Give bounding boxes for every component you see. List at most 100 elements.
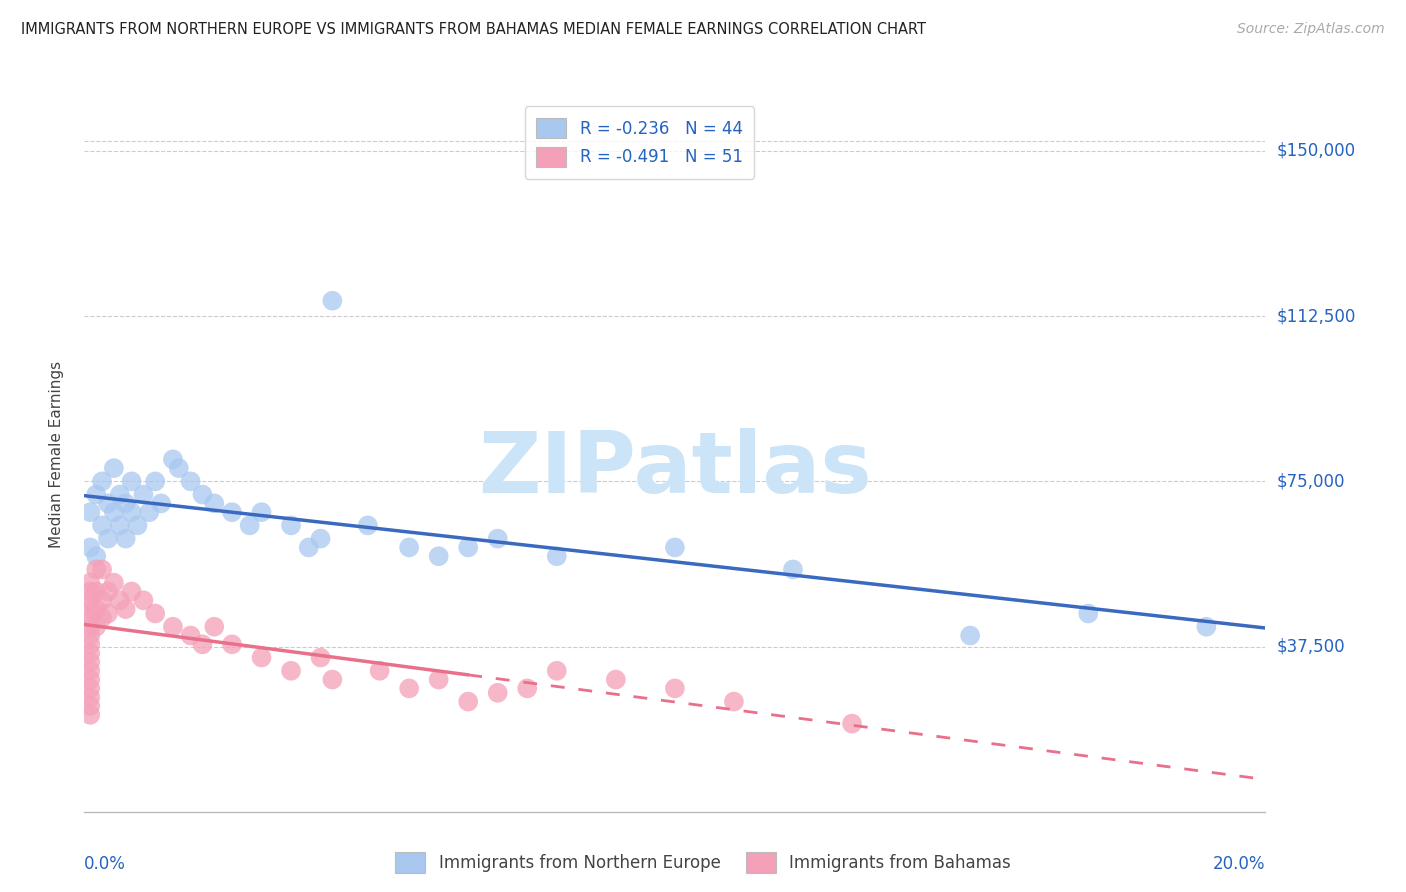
Text: Source: ZipAtlas.com: Source: ZipAtlas.com	[1237, 22, 1385, 37]
Point	[180, 475, 202, 489]
Point	[546, 664, 568, 678]
Point	[79, 681, 101, 696]
Point	[280, 518, 302, 533]
Point	[162, 452, 184, 467]
Point	[84, 562, 107, 576]
Point	[427, 673, 450, 687]
Point	[97, 532, 120, 546]
Point	[664, 541, 686, 555]
Point	[79, 664, 101, 678]
Point	[180, 628, 202, 642]
Point	[79, 628, 101, 642]
Point	[191, 487, 214, 501]
Point	[91, 562, 114, 576]
Point	[191, 637, 214, 651]
Point	[79, 690, 101, 705]
Point	[108, 518, 131, 533]
Point	[84, 620, 107, 634]
Point	[121, 584, 143, 599]
Point	[516, 681, 538, 696]
Point	[841, 716, 863, 731]
Point	[103, 461, 125, 475]
Point	[143, 475, 166, 489]
Text: $37,500: $37,500	[1277, 638, 1346, 656]
Point	[457, 695, 479, 709]
Point	[546, 549, 568, 564]
Point	[79, 707, 101, 722]
Point	[959, 628, 981, 642]
Point	[132, 593, 155, 607]
Legend: Immigrants from Northern Europe, Immigrants from Bahamas: Immigrants from Northern Europe, Immigra…	[388, 846, 1018, 880]
Point	[91, 475, 114, 489]
Point	[280, 664, 302, 678]
Point	[202, 620, 225, 634]
Point	[108, 487, 131, 501]
Point	[321, 293, 343, 308]
Point	[79, 637, 101, 651]
Point	[97, 496, 120, 510]
Text: $150,000: $150,000	[1277, 142, 1355, 160]
Point	[309, 532, 332, 546]
Point	[121, 505, 143, 519]
Point	[79, 655, 101, 669]
Text: 20.0%: 20.0%	[1213, 855, 1265, 872]
Point	[91, 593, 114, 607]
Point	[298, 541, 321, 555]
Point	[398, 541, 420, 555]
Point	[79, 646, 101, 660]
Point	[143, 607, 166, 621]
Point	[368, 664, 391, 678]
Point	[114, 602, 136, 616]
Point	[398, 681, 420, 696]
Point	[457, 541, 479, 555]
Point	[250, 650, 273, 665]
Point	[79, 575, 101, 590]
Point	[664, 681, 686, 696]
Point	[321, 673, 343, 687]
Point	[121, 475, 143, 489]
Legend: R = -0.236   N = 44, R = -0.491   N = 51: R = -0.236 N = 44, R = -0.491 N = 51	[524, 106, 754, 178]
Point	[84, 602, 107, 616]
Point	[97, 607, 120, 621]
Point	[221, 637, 243, 651]
Point	[79, 602, 101, 616]
Point	[250, 505, 273, 519]
Point	[486, 532, 509, 546]
Point	[79, 584, 101, 599]
Point	[91, 518, 114, 533]
Point	[150, 496, 173, 510]
Point	[103, 575, 125, 590]
Text: IMMIGRANTS FROM NORTHERN EUROPE VS IMMIGRANTS FROM BAHAMAS MEDIAN FEMALE EARNING: IMMIGRANTS FROM NORTHERN EUROPE VS IMMIG…	[21, 22, 927, 37]
Point	[84, 584, 107, 599]
Point	[723, 695, 745, 709]
Point	[309, 650, 332, 665]
Point	[782, 562, 804, 576]
Point	[605, 673, 627, 687]
Point	[486, 686, 509, 700]
Point	[127, 518, 149, 533]
Point	[167, 461, 190, 475]
Point	[221, 505, 243, 519]
Point	[79, 593, 101, 607]
Point	[91, 611, 114, 625]
Point	[114, 532, 136, 546]
Point	[79, 673, 101, 687]
Y-axis label: Median Female Earnings: Median Female Earnings	[49, 361, 63, 549]
Point	[138, 505, 160, 519]
Point	[79, 611, 101, 625]
Point	[84, 487, 107, 501]
Point	[84, 549, 107, 564]
Point	[132, 487, 155, 501]
Point	[1077, 607, 1099, 621]
Text: ZIPatlas: ZIPatlas	[478, 427, 872, 511]
Point	[79, 698, 101, 713]
Point	[103, 505, 125, 519]
Point	[97, 584, 120, 599]
Point	[114, 496, 136, 510]
Point	[108, 593, 131, 607]
Text: $112,500: $112,500	[1277, 307, 1355, 326]
Text: $75,000: $75,000	[1277, 473, 1346, 491]
Point	[239, 518, 262, 533]
Point	[79, 620, 101, 634]
Point	[427, 549, 450, 564]
